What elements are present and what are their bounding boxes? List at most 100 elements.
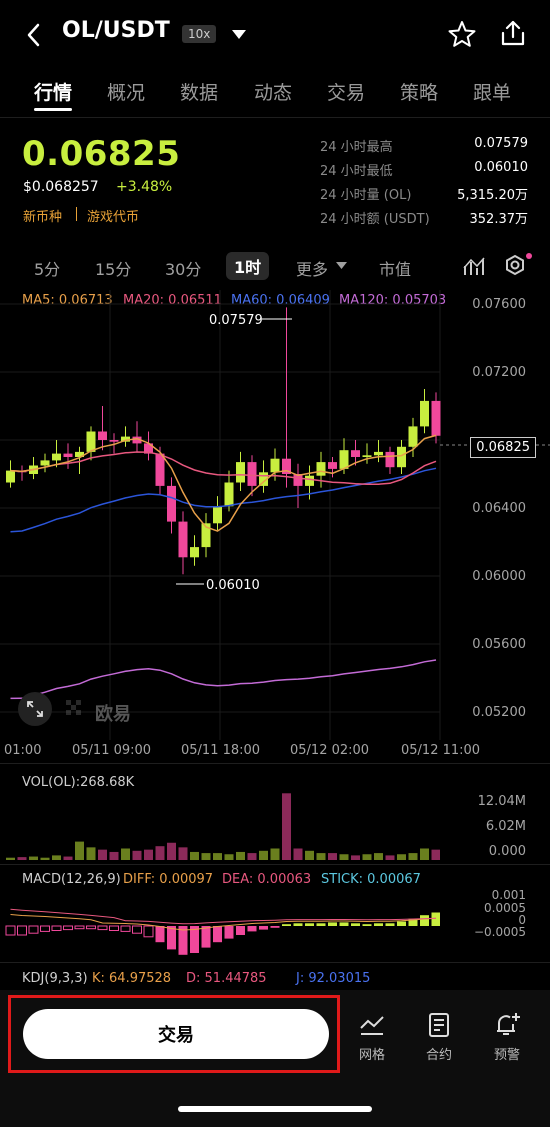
- high-marker: 0.07579: [209, 313, 263, 328]
- volume-bar: [52, 855, 61, 860]
- volume-bar: [167, 842, 176, 860]
- candlestick-chart[interactable]: [0, 290, 550, 740]
- volume-bar: [385, 855, 395, 860]
- candle-body: [339, 450, 349, 469]
- pair-title[interactable]: OL/USDT: [62, 18, 170, 43]
- tag-game-token[interactable]: 游戏代币: [87, 210, 140, 225]
- indicator-icon[interactable]: [463, 256, 485, 276]
- alert-button[interactable]: 预警: [482, 1012, 532, 1063]
- kdj-d: D: 51.44785: [186, 971, 267, 986]
- tab-news[interactable]: 动态: [254, 82, 293, 104]
- candle-body: [282, 458, 291, 474]
- tag-new-coin[interactable]: 新币种: [23, 210, 63, 225]
- caret-down-icon[interactable]: [336, 262, 347, 269]
- contract-button[interactable]: 合约: [414, 1012, 464, 1063]
- macd-bar: [270, 926, 280, 928]
- volume-chart: [6, 793, 440, 860]
- volume-bar: [75, 841, 84, 860]
- current-price-tag: 0.06825: [470, 437, 536, 458]
- volume-bar: [17, 857, 27, 860]
- stat-value-turnover: 352.37万: [469, 212, 529, 227]
- candle-body: [236, 462, 245, 483]
- macd-bar: [305, 923, 314, 926]
- volume-bar: [144, 849, 153, 860]
- stat-label-low: 24 小时最低: [320, 164, 393, 179]
- bell-plus-icon: [497, 1013, 520, 1035]
- candle-body: [167, 485, 176, 522]
- candle-body: [431, 400, 441, 436]
- macd-bar: [408, 918, 418, 926]
- macd-bar: [97, 925, 108, 931]
- volume-bar: [374, 853, 383, 860]
- chart-settings-icon[interactable]: [503, 252, 533, 280]
- candle-body: [63, 453, 73, 457]
- volume-bar: [236, 851, 245, 860]
- volume-bar: [155, 846, 165, 860]
- macd-dea: DEA: 0.00063: [222, 872, 312, 887]
- y-tick: 0.06400: [472, 501, 526, 516]
- macd-bar: [328, 922, 337, 926]
- tab-overview[interactable]: 概况: [107, 82, 146, 104]
- grid-trading-button[interactable]: 网格: [347, 1012, 397, 1063]
- candle-body: [98, 431, 107, 440]
- macd-bar: [282, 924, 291, 926]
- market-cap-tab[interactable]: 市值: [379, 260, 412, 279]
- candle-body: [420, 400, 429, 427]
- watermark: [66, 700, 81, 715]
- macd-bar: [143, 925, 154, 938]
- tab-market[interactable]: 行情: [34, 82, 73, 104]
- x-tick: 01:00: [4, 743, 42, 758]
- timeframe-15m[interactable]: 15分: [95, 260, 132, 279]
- macd-bar: [28, 925, 39, 934]
- fullscreen-button[interactable]: [18, 692, 52, 726]
- divider: [0, 763, 550, 764]
- tab-data[interactable]: 数据: [180, 82, 219, 104]
- timeframe-more[interactable]: 更多: [296, 260, 329, 279]
- volume-bar: [213, 853, 222, 860]
- candle-body: [397, 446, 406, 468]
- timeframe-1h[interactable]: 1时: [226, 252, 270, 280]
- timeframe-30m[interactable]: 30分: [165, 260, 202, 279]
- macd-tick: −0.0005: [473, 925, 526, 939]
- candle-body: [190, 547, 199, 558]
- low-marker: 0.06010: [206, 578, 260, 593]
- volume-bar: [270, 848, 280, 860]
- share-icon[interactable]: [500, 19, 526, 47]
- contract-label: 合约: [425, 1048, 452, 1063]
- candle-body: [121, 436, 130, 442]
- macd-bar: [397, 921, 406, 926]
- volume-bar: [40, 857, 50, 860]
- volume-bar: [109, 851, 119, 860]
- back-arrow-icon[interactable]: [24, 22, 44, 48]
- volume-bar: [339, 854, 349, 860]
- candle-body: [385, 451, 395, 468]
- macd-bar: [190, 926, 199, 953]
- last-price: 0.06825: [22, 134, 181, 174]
- trade-button[interactable]: 交易: [23, 1009, 329, 1059]
- macd-bar: [51, 925, 62, 931]
- candle-body: [155, 453, 165, 486]
- tab-copy-trade[interactable]: 跟单: [473, 82, 512, 104]
- macd-bar: [201, 926, 211, 948]
- candle-body: [316, 462, 326, 476]
- macd-bar: [86, 925, 96, 930]
- leverage-badge: 10x: [182, 25, 217, 43]
- y-tick: 0.06000: [472, 569, 526, 584]
- chevron-down-icon[interactable]: [232, 30, 246, 39]
- macd-bar: [293, 923, 303, 926]
- volume-bar: [420, 848, 429, 860]
- macd-bar: [109, 925, 119, 931]
- volume-bar: [132, 850, 142, 860]
- tab-trade[interactable]: 交易: [327, 82, 366, 104]
- candle-body: [270, 458, 280, 473]
- timeframe-5m[interactable]: 5分: [34, 260, 61, 279]
- macd-bar: [420, 915, 429, 926]
- star-icon[interactable]: [448, 20, 476, 48]
- stat-label-high: 24 小时最高: [320, 140, 393, 155]
- macd-bar: [374, 923, 383, 926]
- volume-bar: [408, 853, 418, 860]
- tab-strategy[interactable]: 策略: [400, 82, 439, 104]
- candle-body: [40, 460, 50, 466]
- volume-bar: [6, 857, 15, 860]
- candle-body: [408, 426, 418, 447]
